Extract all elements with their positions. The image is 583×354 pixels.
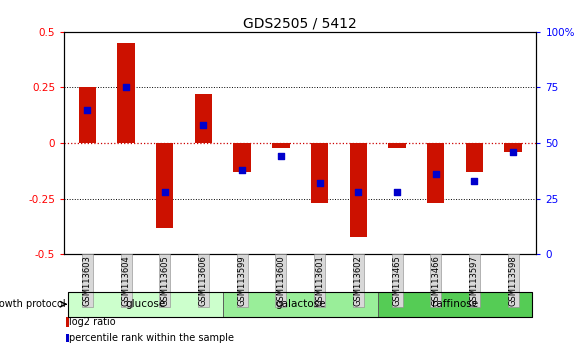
Bar [466,143,483,172]
Bar [233,143,251,172]
Text: GSM113466: GSM113466 [431,255,440,306]
Point [160,189,170,195]
Bar [388,143,406,148]
Point [392,189,402,195]
Bar [504,143,522,152]
Bar [68,292,532,317]
Text: GSM113606: GSM113606 [199,255,208,306]
Text: GSM113601: GSM113601 [315,255,324,306]
Point [121,85,131,90]
Text: GSM113602: GSM113602 [354,255,363,306]
Point [237,167,247,173]
Bar [195,94,212,143]
Point [83,107,92,113]
Bar [223,292,378,317]
Text: log2 ratio: log2 ratio [69,317,116,327]
Bar [68,292,223,317]
Text: GSM113599: GSM113599 [238,255,247,306]
Point [315,180,324,186]
Text: growth protocol: growth protocol [0,299,66,309]
Text: GSM113600: GSM113600 [276,255,286,306]
Bar [156,143,174,228]
Text: GSM113465: GSM113465 [392,255,402,306]
Point [508,149,518,155]
Point [470,178,479,184]
Bar [272,143,290,148]
Point [354,189,363,195]
Text: raffinose: raffinose [432,299,478,309]
Bar [350,143,367,236]
Text: percentile rank within the sample: percentile rank within the sample [69,333,234,343]
Text: GSM113603: GSM113603 [83,255,92,306]
Text: glucose: glucose [125,299,166,309]
Text: GSM113604: GSM113604 [122,255,131,306]
Bar [79,87,96,143]
Bar [117,43,135,143]
Text: GSM113598: GSM113598 [508,255,518,306]
Bar [427,143,444,203]
Point [199,122,208,128]
Bar [311,143,328,203]
Bar [378,292,532,317]
Text: galactose: galactose [275,299,325,309]
Bar [66,333,69,342]
Point [276,154,286,159]
Text: GSM113597: GSM113597 [470,255,479,306]
Bar [66,317,69,327]
Text: GSM113605: GSM113605 [160,255,169,306]
Title: GDS2505 / 5412: GDS2505 / 5412 [243,17,357,31]
Point [431,171,440,177]
